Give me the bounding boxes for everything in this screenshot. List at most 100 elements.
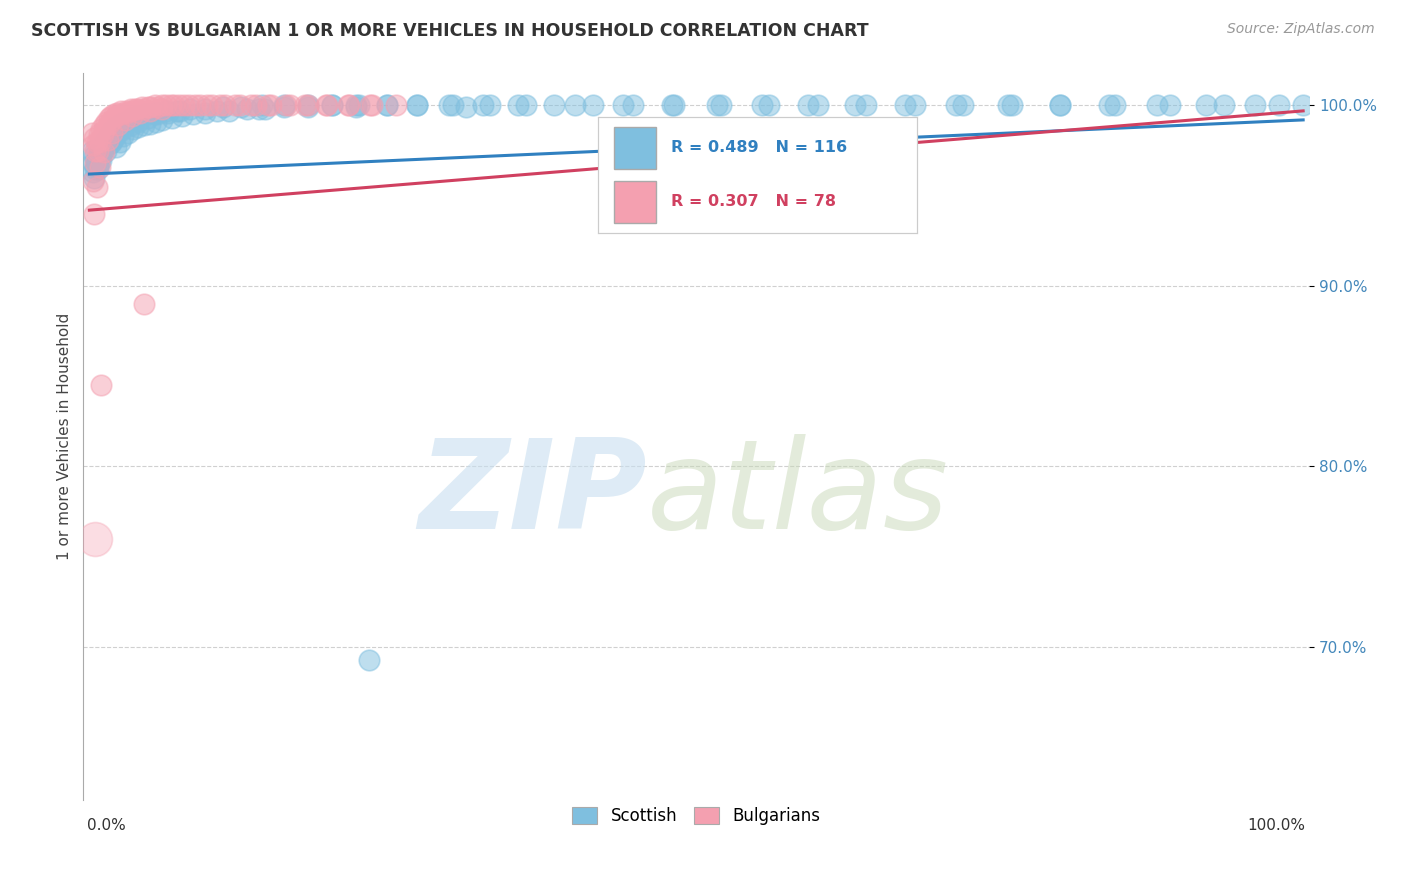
Point: [170, 109, 193, 123]
Point: [181, 107, 204, 121]
Point: [84, 532, 107, 546]
Point: [103, 107, 125, 121]
Point: [454, 100, 477, 114]
Point: [107, 118, 129, 132]
Point: [103, 131, 125, 145]
Point: [145, 105, 167, 120]
Point: [375, 98, 398, 112]
Point: [751, 98, 773, 112]
Point: [120, 103, 142, 118]
Text: Source: ZipAtlas.com: Source: ZipAtlas.com: [1227, 22, 1375, 37]
Point: [247, 102, 270, 116]
Point: [709, 98, 731, 112]
Point: [87, 156, 110, 170]
Text: 100.0%: 100.0%: [1247, 818, 1306, 833]
Legend: Scottish, Bulgarians: Scottish, Bulgarians: [565, 800, 827, 832]
Point: [661, 98, 683, 112]
Point: [347, 98, 370, 112]
Point: [205, 103, 228, 118]
Point: [855, 98, 877, 112]
Point: [120, 118, 142, 132]
Point: [297, 98, 319, 112]
Point: [114, 103, 136, 118]
Point: [120, 102, 142, 116]
Point: [114, 114, 136, 128]
Point: [945, 98, 967, 112]
Point: [160, 111, 183, 125]
Point: [297, 98, 319, 112]
Point: [406, 98, 429, 112]
Text: 0.0%: 0.0%: [87, 818, 125, 833]
Point: [321, 98, 343, 112]
Point: [1098, 98, 1121, 112]
Point: [357, 652, 380, 666]
Point: [110, 107, 132, 121]
Point: [163, 98, 186, 112]
Point: [83, 207, 105, 221]
Point: [1159, 98, 1181, 112]
Point: [273, 98, 295, 112]
Point: [1292, 98, 1315, 112]
Point: [1268, 98, 1291, 112]
Point: [169, 103, 191, 118]
Point: [112, 122, 135, 136]
Point: [80, 144, 103, 158]
Point: [100, 109, 122, 123]
Point: [89, 135, 111, 149]
Point: [316, 98, 339, 112]
Point: [97, 131, 120, 145]
Point: [797, 98, 820, 112]
Point: [122, 122, 145, 136]
Point: [110, 116, 132, 130]
Point: [105, 109, 128, 123]
Point: [337, 98, 360, 112]
Point: [177, 98, 200, 112]
Point: [93, 118, 115, 132]
Point: [201, 98, 224, 112]
Point: [385, 98, 408, 112]
Point: [155, 98, 177, 112]
Point: [145, 114, 167, 128]
Point: [90, 378, 112, 392]
Point: [80, 126, 103, 140]
Point: [506, 98, 529, 112]
Point: [117, 126, 139, 140]
Point: [105, 140, 128, 154]
Point: [110, 103, 132, 118]
Point: [97, 116, 120, 130]
Point: [150, 102, 173, 116]
Point: [218, 103, 240, 118]
Point: [84, 156, 107, 170]
Point: [131, 100, 153, 114]
Point: [758, 98, 780, 112]
Point: [84, 158, 107, 172]
Point: [229, 98, 252, 112]
Point: [1146, 98, 1168, 112]
Point: [375, 98, 398, 112]
Point: [194, 102, 217, 116]
Point: [1049, 98, 1071, 112]
Point: [621, 98, 644, 112]
Point: [87, 161, 110, 176]
Point: [86, 179, 108, 194]
Point: [1243, 98, 1265, 112]
Point: [997, 98, 1019, 112]
Point: [315, 98, 337, 112]
Point: [321, 98, 343, 112]
Point: [105, 105, 128, 120]
Point: [294, 98, 316, 112]
Point: [564, 98, 586, 112]
Point: [188, 98, 211, 112]
Point: [87, 149, 110, 163]
Point: [224, 98, 246, 112]
Point: [139, 116, 162, 130]
Point: [127, 109, 149, 123]
Point: [260, 98, 283, 112]
Point: [273, 100, 295, 114]
Point: [612, 98, 634, 112]
Point: [173, 98, 195, 112]
Point: [194, 105, 217, 120]
Point: [167, 98, 190, 112]
Point: [82, 165, 104, 179]
Point: [664, 98, 686, 112]
